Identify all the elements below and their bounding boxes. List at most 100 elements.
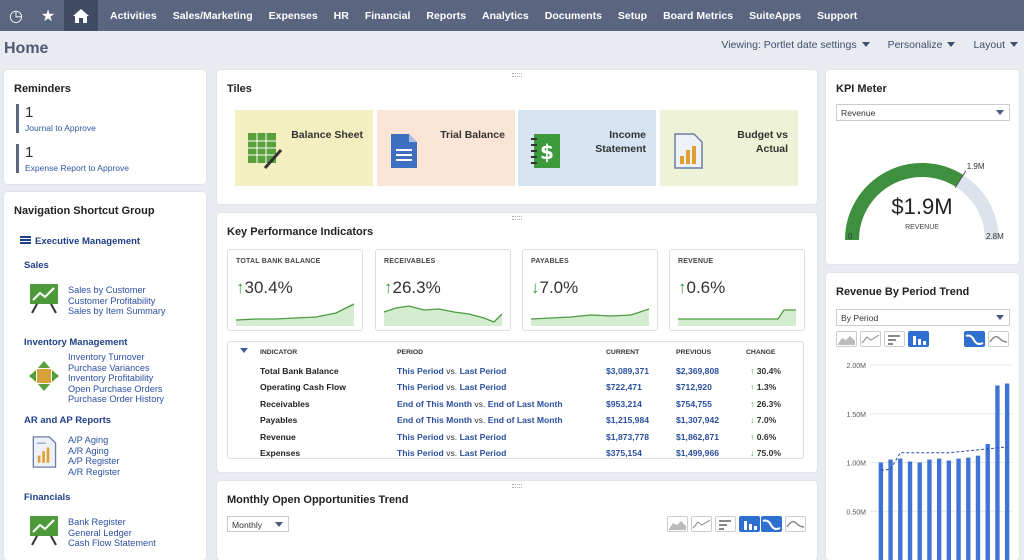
collapse-icon[interactable]: [240, 348, 248, 355]
drag-handle[interactable]: [512, 216, 522, 220]
nav-item-suiteapps[interactable]: SuiteApps: [749, 9, 802, 22]
shortcut-link[interactable]: A/P Aging: [68, 435, 109, 445]
shortcut-link[interactable]: Cash Flow Statement: [68, 538, 156, 549]
shortcut-header[interactable]: Executive Management: [20, 236, 140, 247]
current-value: $722,471: [606, 382, 642, 393]
nav-item-board-metrics[interactable]: Board Metrics: [663, 9, 734, 22]
nav-item-support[interactable]: Support: [817, 9, 858, 22]
personalize-dropdown[interactable]: Personalize: [888, 39, 956, 51]
period-end[interactable]: End of Last Month: [487, 415, 563, 426]
chart-bar[interactable]: [966, 457, 971, 560]
nav-item-expenses[interactable]: Expenses: [268, 9, 318, 22]
tile-label: Budget vs Actual: [737, 128, 788, 156]
table-cell-period[interactable]: This Period vs. Last Period: [397, 382, 506, 392]
layout-dropdown[interactable]: Layout: [973, 39, 1018, 51]
chart-bar[interactable]: [907, 461, 913, 560]
shortcut-link[interactable]: General Ledger: [68, 527, 132, 538]
drag-handle[interactable]: [512, 73, 522, 77]
shortcut-link[interactable]: Purchase Order History: [68, 394, 164, 405]
kpi-meter-select[interactable]: Revenue: [836, 104, 1010, 121]
kpi-card[interactable]: RECEIVABLES ↑26.3%: [375, 249, 511, 331]
line-chart-button[interactable]: [691, 516, 712, 532]
chart-bar[interactable]: [878, 462, 884, 560]
chart-bar[interactable]: [975, 455, 981, 560]
nav-item-analytics[interactable]: Analytics: [482, 9, 529, 22]
table-cell-period[interactable]: This Period vs. Last Period: [397, 432, 506, 442]
tile-budget-vs-actual[interactable]: Budget vs Actual: [660, 110, 798, 186]
wave-style-button[interactable]: [988, 331, 1009, 347]
nav-item-hr[interactable]: HR: [333, 9, 349, 22]
shortcut-link[interactable]: Inventory Profitability: [68, 373, 154, 384]
table-cell-period[interactable]: This Period vs. Last Period: [397, 366, 506, 376]
period-end[interactable]: Last Period: [459, 366, 507, 376]
recent-icon[interactable]: ◷: [9, 7, 23, 25]
kpi-card[interactable]: PAYABLES ↓7.0%: [522, 249, 658, 331]
reminder-label[interactable]: Expense Report to Approve: [25, 163, 129, 173]
chart-bar[interactable]: [888, 459, 893, 560]
drag-handle[interactable]: [512, 484, 522, 488]
period-end[interactable]: Last Period: [459, 382, 507, 393]
period-end[interactable]: Last Period: [459, 431, 507, 442]
tile-balance-sheet[interactable]: Balance Sheet: [235, 110, 373, 186]
shortcut-link[interactable]: Purchase Variances: [68, 362, 150, 373]
period-start[interactable]: This Period: [397, 431, 444, 442]
period-end[interactable]: End of Last Month: [487, 398, 563, 409]
wave-style-button[interactable]: [785, 516, 806, 532]
hbar-chart-button[interactable]: [884, 331, 905, 347]
nav-item-financial[interactable]: Financial: [364, 9, 411, 22]
table-cell-period[interactable]: End of This Month vs. End of Last Month: [397, 399, 563, 409]
chart-bar[interactable]: [946, 460, 952, 560]
period-start[interactable]: This Period: [397, 382, 444, 393]
nav-item-sales-marketing[interactable]: Sales/Marketing: [172, 9, 253, 22]
hbar-chart-button[interactable]: [715, 516, 736, 532]
chart-bar[interactable]: [995, 385, 1000, 560]
reminder-label[interactable]: Journal to Approve: [25, 123, 96, 133]
shortcut-link[interactable]: Open Purchase Orders: [68, 383, 163, 394]
shortcut-link[interactable]: Inventory Turnover: [68, 352, 145, 362]
chart-bar[interactable]: [956, 458, 961, 560]
curve-style-button[interactable]: [761, 516, 782, 532]
period-select[interactable]: Monthly: [227, 516, 289, 532]
shortcut-link[interactable]: Customer Profitability: [68, 295, 156, 306]
shortcut-link[interactable]: A/R Aging: [68, 445, 109, 456]
line-chart-button[interactable]: [860, 331, 881, 347]
chart-bar[interactable]: [936, 458, 942, 560]
shortcut-link[interactable]: Sales by Item Summary: [68, 306, 166, 317]
shortcut-link[interactable]: Bank Register: [68, 517, 126, 527]
area-chart-button[interactable]: [667, 516, 688, 532]
reminder-item[interactable]: 1 Journal to Approve: [16, 104, 96, 133]
period-start[interactable]: End of This Month: [397, 415, 472, 426]
nav-item-documents[interactable]: Documents: [544, 9, 602, 22]
tile-trial-balance[interactable]: Trial Balance: [377, 110, 515, 186]
chart-bar[interactable]: [985, 443, 990, 560]
nav-item-activities[interactable]: Activities: [110, 9, 157, 22]
nav-item-reports[interactable]: Reports: [426, 9, 467, 22]
nav-item-setup[interactable]: Setup: [617, 9, 648, 22]
period-start[interactable]: This Period: [397, 448, 444, 458]
period-end[interactable]: Last Period: [459, 448, 507, 458]
kpi-card[interactable]: REVENUE ↑0.6%: [669, 249, 805, 331]
area-chart-button[interactable]: [836, 331, 857, 347]
period-start[interactable]: This Period: [397, 366, 444, 376]
tile-income-statement[interactable]: $ Income Statement: [518, 110, 656, 186]
shortcut-link[interactable]: A/P Register: [68, 456, 120, 467]
table-cell-period[interactable]: This Period vs. Last Period: [397, 448, 506, 458]
chart-bar[interactable]: [927, 459, 932, 560]
viewing-dropdown[interactable]: Viewing: Portlet date settings: [721, 39, 870, 51]
curve-style-button[interactable]: [964, 331, 985, 347]
shortcut-link[interactable]: Sales by Customer: [68, 285, 146, 295]
bar-chart-button[interactable]: [908, 331, 929, 347]
table-cell-period[interactable]: End of This Month vs. End of Last Month: [397, 415, 563, 425]
reminder-count: 1: [25, 104, 34, 121]
chart-bar[interactable]: [1004, 383, 1010, 560]
home-icon[interactable]: [64, 0, 98, 31]
period-start[interactable]: End of This Month: [397, 398, 472, 409]
shortcut-link[interactable]: A/R Register: [68, 466, 121, 477]
chart-bar[interactable]: [898, 458, 903, 560]
bar-chart-button[interactable]: [739, 516, 760, 532]
revenue-period-select[interactable]: By Period: [836, 309, 1010, 326]
chart-bar[interactable]: [917, 462, 922, 560]
reminder-item[interactable]: 1 Expense Report to Approve: [16, 144, 129, 173]
star-icon[interactable]: ★: [40, 7, 56, 25]
kpi-card[interactable]: TOTAL BANK BALANCE ↑30.4%: [227, 249, 363, 331]
